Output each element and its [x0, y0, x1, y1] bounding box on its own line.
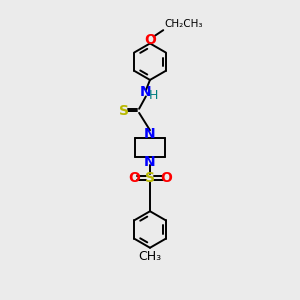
Text: CH₂CH₃: CH₂CH₃ — [165, 19, 203, 29]
Text: S: S — [119, 104, 129, 118]
Text: N: N — [140, 85, 152, 99]
Text: O: O — [144, 33, 156, 46]
Text: N: N — [144, 127, 156, 141]
Text: N: N — [144, 155, 156, 169]
Text: S: S — [145, 171, 155, 185]
Text: H: H — [149, 89, 158, 102]
Text: CH₃: CH₃ — [138, 250, 162, 263]
Text: O: O — [160, 171, 172, 185]
Text: O: O — [128, 171, 140, 185]
